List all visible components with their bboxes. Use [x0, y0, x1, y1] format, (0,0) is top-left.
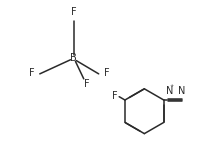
- Text: F: F: [29, 68, 34, 78]
- Text: F: F: [71, 7, 77, 17]
- Text: ⁺: ⁺: [169, 83, 174, 92]
- Text: F: F: [84, 79, 90, 89]
- Text: N: N: [177, 86, 185, 96]
- Text: F: F: [112, 91, 118, 101]
- Text: B: B: [70, 53, 77, 63]
- Text: N: N: [166, 86, 173, 96]
- Text: F: F: [104, 68, 110, 78]
